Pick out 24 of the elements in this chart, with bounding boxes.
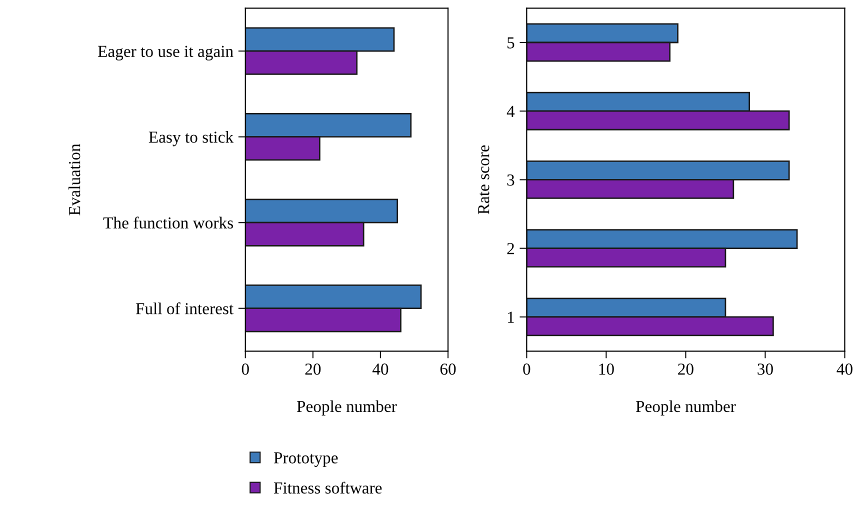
y-tick-label: Full of interest — [136, 302, 234, 314]
y-tick-label: 3 — [507, 174, 514, 186]
y-tick-label: The function works — [103, 216, 233, 229]
x-tick-label: 20 — [678, 364, 694, 375]
x-tick-label: 60 — [440, 364, 456, 375]
y-tick-label: 2 — [507, 243, 514, 254]
y-axis-title: Rate score — [478, 145, 490, 214]
x-tick-label: 40 — [836, 364, 852, 375]
x-axis-title: People number — [636, 400, 736, 416]
y-axis-title: Evaluation — [68, 144, 80, 216]
x-tick-label: 0 — [242, 364, 249, 375]
x-tick-label: 40 — [372, 364, 388, 375]
legend-label: Fitness software — [274, 482, 382, 494]
y-tick-label: Eager to use it again — [98, 46, 234, 60]
y-tick-label: 1 — [508, 312, 514, 323]
y-tick-label: 5 — [508, 37, 514, 48]
x-axis-title: People number — [296, 400, 397, 416]
x-tick-label: 20 — [305, 364, 321, 375]
legend-label: Prototype — [274, 452, 338, 467]
y-tick-label: 4 — [506, 106, 515, 117]
x-tick-label: 30 — [758, 364, 773, 375]
y-tick-label: Easy to stick — [148, 131, 234, 146]
x-tick-label: 10 — [599, 364, 614, 375]
x-tick-label: 0 — [523, 364, 530, 375]
